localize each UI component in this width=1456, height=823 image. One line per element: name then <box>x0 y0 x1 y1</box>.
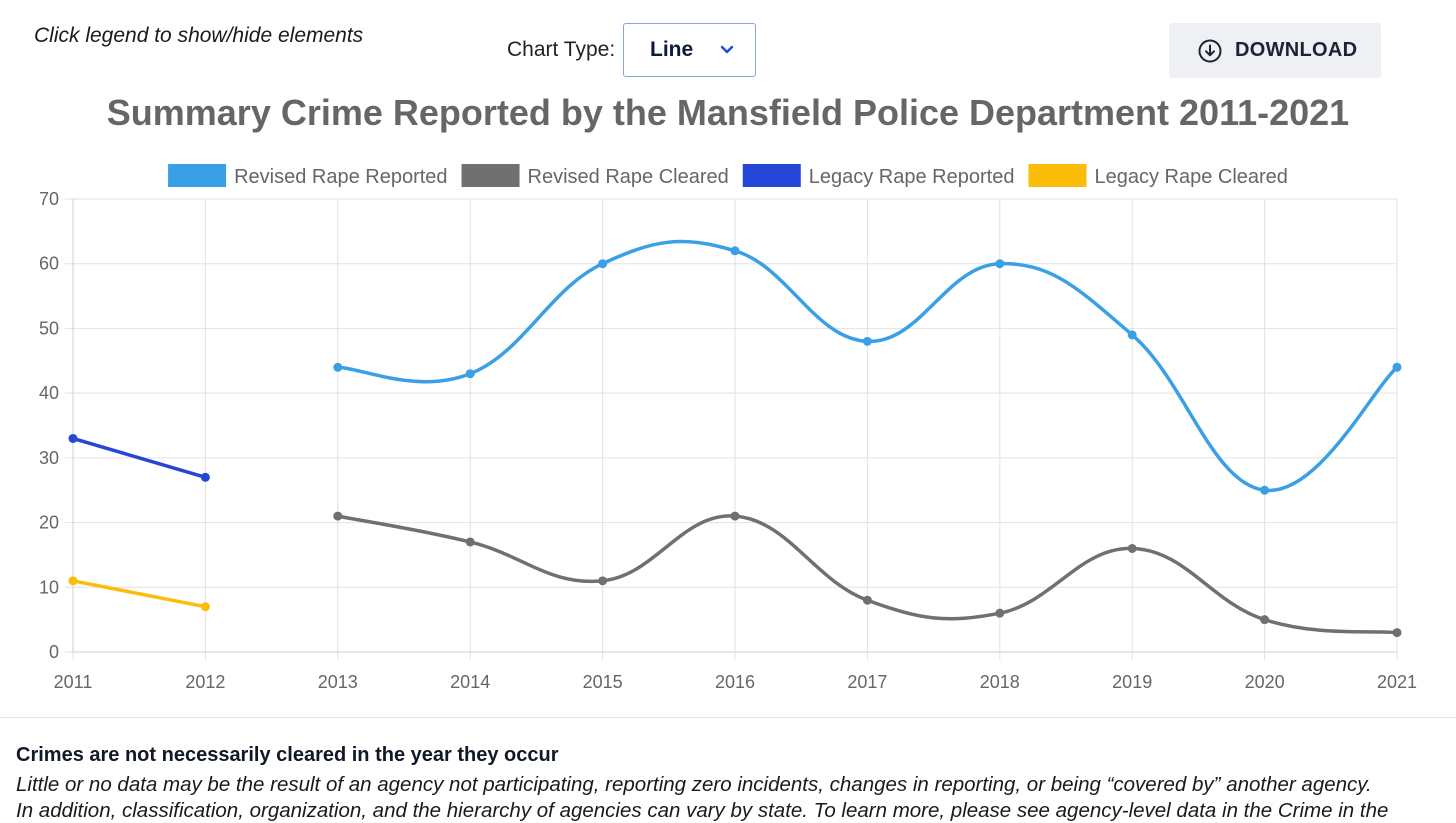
divider <box>0 717 1456 718</box>
series-line <box>71 579 208 609</box>
line-chart: 0 10 20 30 40 50 60 70 2011 2012 2013 2014 2015 2016 2… <box>39 164 1417 692</box>
x-tick-label: 2020 <box>1245 672 1285 692</box>
y-tick-label: 40 <box>39 383 59 403</box>
chart-type-select[interactable]: Line <box>623 23 756 77</box>
series-line <box>336 239 1399 492</box>
legend-label[interactable]: Legacy Rape Cleared <box>1094 166 1287 188</box>
data-point[interactable] <box>995 608 1005 618</box>
chart-title: Summary Crime Reported by the Mansfield … <box>106 92 1350 133</box>
data-point[interactable] <box>1127 330 1137 340</box>
y-tick-label: 70 <box>39 189 59 209</box>
y-tick-label: 10 <box>39 577 59 597</box>
data-point[interactable] <box>333 362 343 372</box>
x-tick-label: 2014 <box>450 672 490 692</box>
x-tick-label: 2012 <box>185 672 225 692</box>
y-tick-label: 30 <box>39 448 59 468</box>
data-point[interactable] <box>598 576 608 586</box>
data-point[interactable] <box>995 259 1005 269</box>
note-text-2: In addition, classification, organizatio… <box>16 799 1389 822</box>
data-point[interactable] <box>598 259 608 269</box>
data-point[interactable] <box>730 246 740 256</box>
data-point[interactable] <box>1260 485 1270 495</box>
y-tick-label: 0 <box>49 642 59 662</box>
data-point[interactable] <box>1392 628 1402 638</box>
note-title: Crimes are not necessarily cleared in th… <box>16 744 559 766</box>
download-button[interactable]: DOWNLOAD <box>1169 23 1381 78</box>
legend-label[interactable]: Revised Rape Reported <box>234 166 447 188</box>
y-tick-label: 50 <box>39 318 59 338</box>
data-point[interactable] <box>68 433 78 443</box>
data-point[interactable] <box>862 595 872 605</box>
x-tick-label: 2016 <box>715 672 755 692</box>
download-icon <box>1198 39 1222 63</box>
data-point[interactable] <box>730 511 740 521</box>
y-tick-label: 60 <box>39 254 59 274</box>
note-text-1: Little or no data may be the result of a… <box>16 773 1372 796</box>
data-point[interactable] <box>862 336 872 346</box>
data-point[interactable] <box>68 576 78 586</box>
data-point[interactable] <box>465 537 475 547</box>
chart-type-value: Line <box>650 38 694 61</box>
legend-label[interactable]: Revised Rape Cleared <box>528 166 729 188</box>
legend-swatch[interactable] <box>742 164 801 187</box>
legend-hint: Click legend to show/hide elements <box>34 24 364 47</box>
chevron-down-icon <box>720 45 734 55</box>
x-tick-label: 2013 <box>318 672 358 692</box>
data-point[interactable] <box>333 511 343 521</box>
legend-swatch[interactable] <box>168 164 227 187</box>
legend-swatch[interactable] <box>1028 164 1087 187</box>
data-point[interactable] <box>1392 362 1402 372</box>
chart-type-label: Chart Type: <box>507 38 616 61</box>
x-tick-label: 2011 <box>54 672 93 692</box>
y-tick-label: 20 <box>39 513 59 533</box>
legend-label[interactable]: Legacy Rape Reported <box>809 166 1015 188</box>
data-point[interactable] <box>1260 615 1270 625</box>
x-tick-label: 2017 <box>847 672 887 692</box>
x-tick-label: 2015 <box>583 672 623 692</box>
x-tick-label: 2021 <box>1377 672 1417 692</box>
data-point[interactable] <box>200 602 210 612</box>
x-tick-label: 2018 <box>980 672 1020 692</box>
legend-swatch[interactable] <box>461 164 520 187</box>
series-line <box>336 514 1399 635</box>
data-point[interactable] <box>1127 543 1137 553</box>
data-point[interactable] <box>465 369 475 379</box>
series-line <box>71 436 208 480</box>
x-tick-label: 2019 <box>1112 672 1152 692</box>
data-point[interactable] <box>200 472 210 482</box>
download-label: DOWNLOAD <box>1235 39 1358 61</box>
